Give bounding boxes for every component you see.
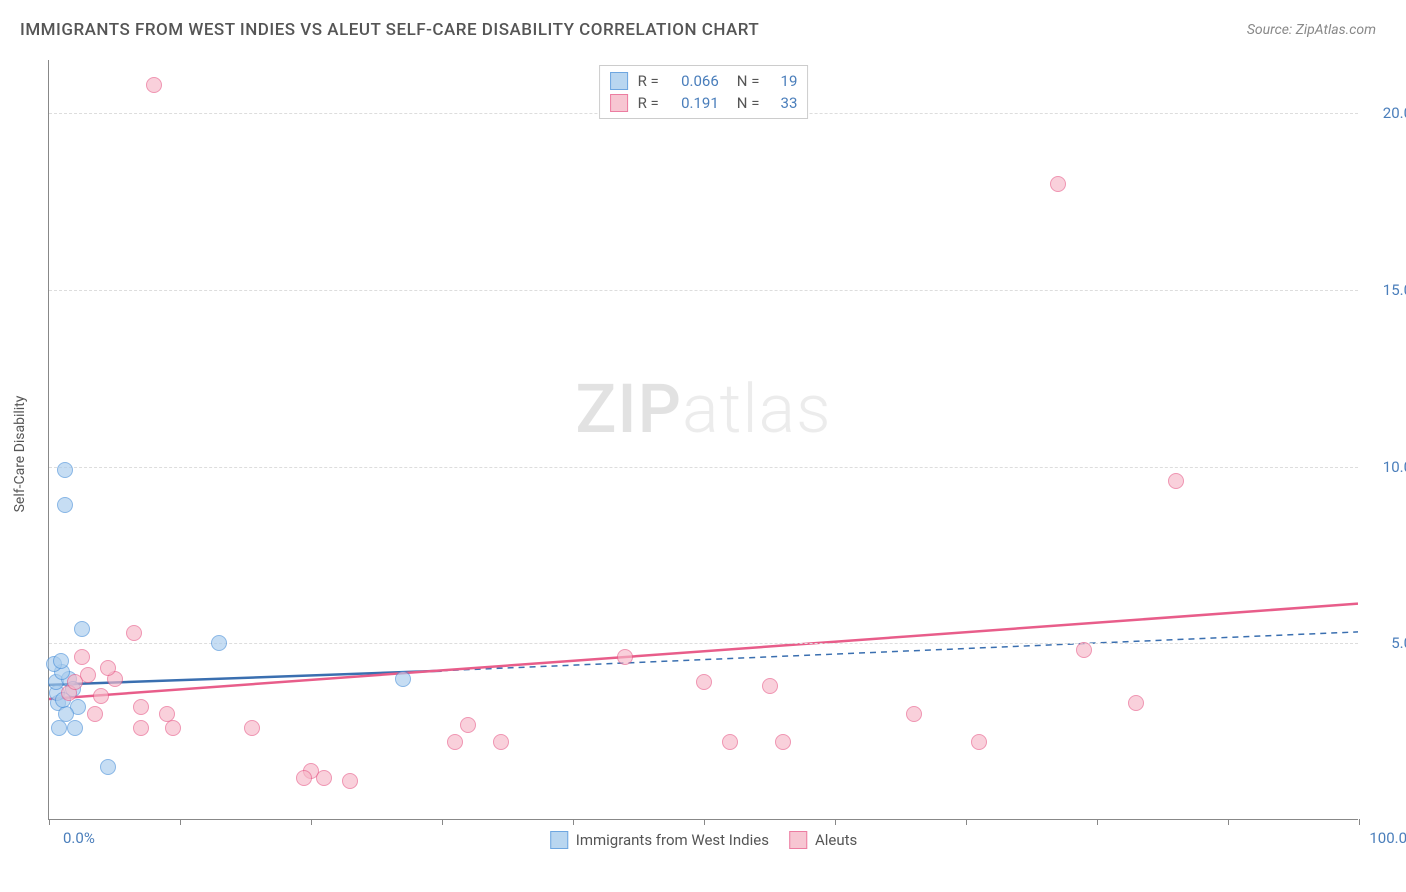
point-aleuts <box>67 674 83 690</box>
source-attribution: Source: ZipAtlas.com <box>1247 22 1376 38</box>
point-aleuts <box>971 734 987 750</box>
gridline-horizontal <box>49 643 1358 644</box>
x-tick-mark <box>966 819 967 825</box>
point-aleuts <box>165 720 181 736</box>
point-aleuts <box>1076 642 1092 658</box>
legend-row: R = 0.066 N = 19 <box>610 70 798 92</box>
legend-swatch <box>610 72 628 90</box>
y-tick-label: 5.0% <box>1391 634 1406 652</box>
point-aleuts <box>1050 176 1066 192</box>
gridline-horizontal <box>49 290 1358 291</box>
y-tick-label: 20.0% <box>1383 104 1406 122</box>
gridline-horizontal <box>49 467 1358 468</box>
legend-n-label: N = <box>737 94 760 112</box>
watermark-zip: ZIP <box>575 369 682 449</box>
legend-item: Aleuts <box>789 831 857 849</box>
legend-r-value: 0.191 <box>669 94 719 112</box>
point-west-indies <box>58 706 74 722</box>
legend-r-label: R = <box>638 72 659 90</box>
trend-lines <box>49 60 1358 819</box>
point-aleuts <box>296 770 312 786</box>
point-west-indies <box>57 497 73 513</box>
y-axis-label: Self-Care Disability <box>12 396 28 513</box>
point-west-indies <box>53 653 69 669</box>
x-tick-mark <box>704 819 705 825</box>
x-tick-mark <box>442 819 443 825</box>
x-tick-label: 100.0% <box>1369 829 1406 847</box>
legend-item: Immigrants from West Indies <box>550 831 769 849</box>
point-west-indies <box>211 635 227 651</box>
point-aleuts <box>493 734 509 750</box>
x-tick-mark <box>49 819 50 825</box>
x-tick-mark <box>1228 819 1229 825</box>
point-aleuts <box>906 706 922 722</box>
point-aleuts <box>722 734 738 750</box>
watermark: ZIPatlas <box>575 369 831 449</box>
point-aleuts <box>342 773 358 789</box>
point-west-indies <box>51 720 67 736</box>
point-aleuts <box>460 717 476 733</box>
point-aleuts <box>87 706 103 722</box>
chart-title: IMMIGRANTS FROM WEST INDIES VS ALEUT SEL… <box>20 20 759 40</box>
point-aleuts <box>133 699 149 715</box>
point-aleuts <box>93 688 109 704</box>
correlation-legend: R = 0.066 N = 19 R = 0.191 N = 33 <box>599 65 809 119</box>
y-tick-label: 10.0% <box>1383 458 1406 476</box>
legend-swatch <box>550 831 568 849</box>
legend-n-value: 19 <box>769 72 797 90</box>
point-aleuts <box>775 734 791 750</box>
legend-row: R = 0.191 N = 33 <box>610 92 798 114</box>
x-tick-mark <box>180 819 181 825</box>
point-west-indies <box>395 671 411 687</box>
point-aleuts <box>244 720 260 736</box>
legend-label: Aleuts <box>815 831 857 849</box>
point-aleuts <box>696 674 712 690</box>
point-aleuts <box>74 649 90 665</box>
point-west-indies <box>74 621 90 637</box>
legend-r-label: R = <box>638 94 659 112</box>
legend-label: Immigrants from West Indies <box>576 831 769 849</box>
point-aleuts <box>100 660 116 676</box>
x-tick-mark <box>1359 819 1360 825</box>
point-west-indies <box>67 720 83 736</box>
point-aleuts <box>316 770 332 786</box>
series-legend: Immigrants from West Indies Aleuts <box>550 831 858 849</box>
legend-swatch <box>789 831 807 849</box>
x-tick-mark <box>573 819 574 825</box>
x-tick-mark <box>311 819 312 825</box>
point-aleuts <box>762 678 778 694</box>
legend-n-label: N = <box>737 72 760 90</box>
point-aleuts <box>617 649 633 665</box>
point-aleuts <box>146 77 162 93</box>
point-aleuts <box>133 720 149 736</box>
point-west-indies <box>57 462 73 478</box>
point-aleuts <box>126 625 142 641</box>
legend-r-value: 0.066 <box>669 72 719 90</box>
point-aleuts <box>1128 695 1144 711</box>
x-tick-mark <box>1097 819 1098 825</box>
point-west-indies <box>100 759 116 775</box>
legend-swatch <box>610 94 628 112</box>
y-tick-label: 15.0% <box>1383 281 1406 299</box>
scatter-chart: ZIPatlas R = 0.066 N = 19 R = 0.191 N = … <box>48 60 1358 820</box>
x-tick-label: 0.0% <box>63 829 95 847</box>
x-tick-mark <box>835 819 836 825</box>
legend-n-value: 33 <box>769 94 797 112</box>
watermark-atlas: atlas <box>682 369 832 449</box>
point-aleuts <box>447 734 463 750</box>
point-aleuts <box>1168 473 1184 489</box>
